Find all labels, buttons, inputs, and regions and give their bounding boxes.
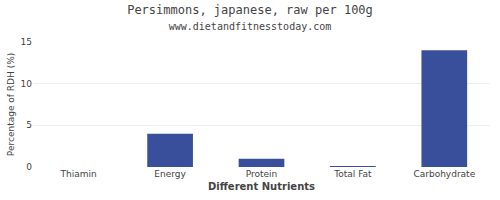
svg-text:0: 0 xyxy=(26,162,32,172)
svg-text:Percentage of RDH (%): Percentage of RDH (%) xyxy=(6,53,16,156)
svg-text:Different Nutrients: Different Nutrients xyxy=(208,181,315,192)
svg-text:Carbohydrate: Carbohydrate xyxy=(413,169,475,179)
svg-text:Persimmons, japanese, raw per: Persimmons, japanese, raw per 100gwww.di… xyxy=(127,3,373,32)
svg-text:Energy: Energy xyxy=(154,169,186,179)
svg-text:Thiamin: Thiamin xyxy=(60,169,97,179)
svg-text:Total Fat: Total Fat xyxy=(333,169,372,179)
svg-text:Protein: Protein xyxy=(246,169,278,179)
svg-text:10: 10 xyxy=(21,79,33,89)
svg-text:15: 15 xyxy=(21,37,32,47)
svg-text:5: 5 xyxy=(26,120,32,130)
